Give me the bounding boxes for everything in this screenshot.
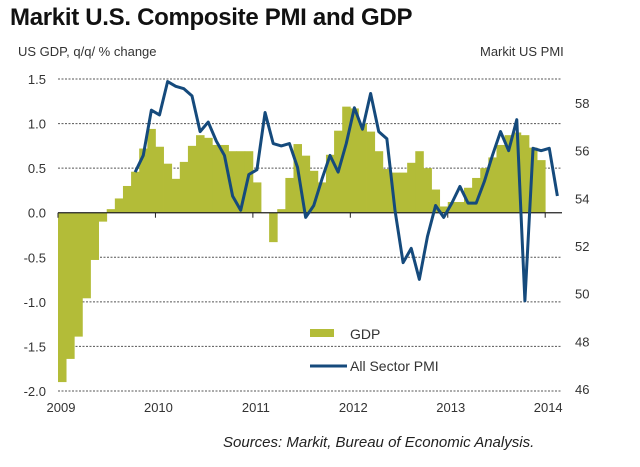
gdp-bar xyxy=(480,168,489,213)
gdp-bar xyxy=(139,148,148,213)
gdp-bar xyxy=(301,155,311,213)
source-note: Sources: Markit, Bureau of Economic Anal… xyxy=(223,434,535,451)
right-tick-label: 58 xyxy=(575,96,589,111)
gdp-bar xyxy=(204,137,213,213)
x-tick-label: 2014 xyxy=(534,400,563,415)
gdp-bar xyxy=(163,163,173,213)
gdp-bar xyxy=(269,212,278,243)
right-tick-label: 50 xyxy=(575,287,589,302)
gdp-bar xyxy=(317,182,327,213)
gdp-bar xyxy=(447,202,457,213)
gdp-bar xyxy=(350,108,359,213)
gdp-bar xyxy=(512,132,522,213)
left-tick-label: -0.5 xyxy=(24,250,46,265)
gdp-bar xyxy=(220,144,229,213)
gdp-bar xyxy=(58,212,67,383)
gdp-bar xyxy=(431,189,441,213)
x-tick-label: 2011 xyxy=(242,400,270,415)
left-tick-label: -2.0 xyxy=(24,384,46,399)
right-tick-label: 48 xyxy=(575,334,589,349)
left-tick-labels: 1.5 1.0 0.5 0.0 -0.5 -1.0 -1.5 -2.0 xyxy=(24,72,46,399)
right-tick-label: 52 xyxy=(575,239,589,254)
legend-gdp-swatch xyxy=(310,329,334,337)
left-tick-label: 1.0 xyxy=(28,117,46,132)
left-tick-label: -1.5 xyxy=(24,339,46,354)
right-tick-label: 56 xyxy=(575,144,589,159)
gdp-bar xyxy=(244,151,254,213)
gdp-bar xyxy=(325,154,335,213)
gdp-bar xyxy=(114,198,124,213)
gdp-bar xyxy=(293,144,302,213)
gdp-bar xyxy=(342,106,351,213)
gdp-bar xyxy=(407,162,416,213)
legend-gdp-label: GDP xyxy=(350,326,380,342)
gdp-bar xyxy=(74,212,83,337)
gdp-bar xyxy=(439,206,449,213)
right-tick-label: 54 xyxy=(575,191,589,206)
x-tick-label: 2013 xyxy=(436,400,465,415)
legend-legend-bg xyxy=(308,355,483,375)
gdp-bar xyxy=(252,182,262,213)
gdp-bar xyxy=(90,212,99,260)
legend: GDP All Sector PMI xyxy=(308,326,483,375)
left-tick-label: 0.0 xyxy=(28,206,46,221)
gdp-bar xyxy=(528,147,538,213)
chart-title: Markit U.S. Composite PMI and GDP xyxy=(10,4,413,31)
gdp-bar xyxy=(455,202,465,213)
x-tick-labels: 2009 2010 2011 2012 2013 2014 xyxy=(47,400,563,415)
gdp-bar xyxy=(236,151,246,213)
gdp-bar xyxy=(155,146,164,213)
gdp-bar xyxy=(179,161,189,213)
gdp-bar xyxy=(106,209,116,213)
left-axis-label: US GDP, q/q/ % change xyxy=(18,44,157,59)
gdp-bar xyxy=(382,169,392,213)
gdp-bar xyxy=(147,128,156,213)
right-tick-label: 46 xyxy=(575,382,589,397)
gdp-bar xyxy=(196,135,205,213)
gdp-bar xyxy=(122,185,132,213)
gdp-bar xyxy=(366,131,376,213)
gdp-bar xyxy=(66,212,75,359)
right-tick-labels: 58 56 54 52 50 48 46 xyxy=(575,96,589,397)
gdp-bar xyxy=(537,160,546,213)
legend-pmi-label: All Sector PMI xyxy=(350,358,439,374)
gdp-bar xyxy=(171,178,181,213)
x-tick-label: 2009 xyxy=(47,400,76,415)
gdp-bar xyxy=(82,212,91,299)
gdp-bar xyxy=(187,145,197,213)
gdp-bar xyxy=(309,170,319,213)
x-tick-label: 2012 xyxy=(339,400,368,415)
right-axis-label: Markit US PMI xyxy=(480,44,564,59)
gdp-bar xyxy=(390,172,400,213)
left-tick-label: 0.5 xyxy=(28,161,46,176)
gdp-bar xyxy=(415,151,424,213)
pmi-line xyxy=(133,80,559,303)
gdp-bar xyxy=(488,157,497,213)
gdp-bar xyxy=(98,212,108,222)
gdp-bar xyxy=(131,171,140,213)
gdp-bar xyxy=(374,151,384,213)
x-tick-label: 2010 xyxy=(144,400,173,415)
gdp-bar xyxy=(399,172,408,213)
gdp-bar xyxy=(212,144,221,213)
gdp-bar xyxy=(228,151,238,213)
gdp-bar xyxy=(496,144,505,213)
gdp-bar xyxy=(277,209,286,213)
gdp-bar xyxy=(358,123,367,213)
gdp-bar xyxy=(423,168,432,213)
gdp-bars xyxy=(58,106,546,383)
gdp-bar xyxy=(520,135,530,213)
gdp-bar xyxy=(504,135,514,213)
gridlines xyxy=(58,78,562,392)
left-tick-label: 1.5 xyxy=(28,72,46,87)
gdp-bar xyxy=(472,177,481,213)
pmi-line-group xyxy=(133,80,559,303)
left-tick-label: -1.0 xyxy=(24,295,46,310)
gdp-bar xyxy=(285,177,294,213)
